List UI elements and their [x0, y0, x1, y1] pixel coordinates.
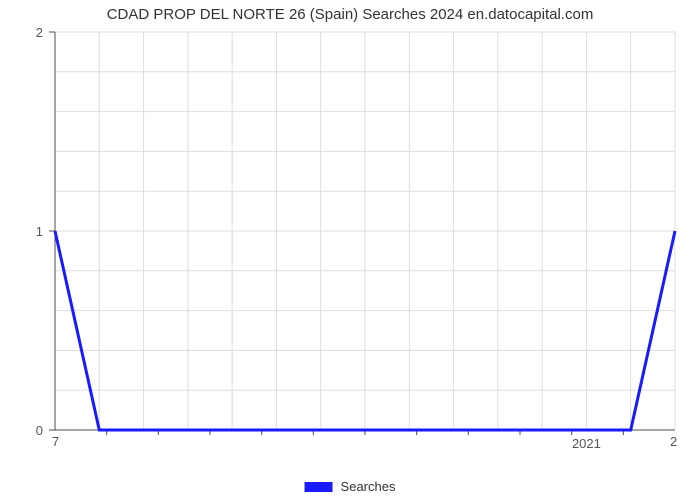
- x-label-2021: 2021: [566, 436, 606, 451]
- legend: Searches: [305, 479, 396, 494]
- y-tick-label-1: 1: [0, 224, 43, 239]
- y-tick-label-2: 2: [0, 25, 43, 40]
- legend-label: Searches: [341, 479, 396, 494]
- plot-svg: [55, 32, 675, 430]
- legend-swatch: [305, 482, 333, 492]
- chart-container: CDAD PROP DEL NORTE 26 (Spain) Searches …: [0, 0, 700, 500]
- chart-title: CDAD PROP DEL NORTE 26 (Spain) Searches …: [0, 6, 700, 23]
- y-tick-label-0: 0: [0, 423, 43, 438]
- x-left-label: 7: [52, 434, 59, 449]
- x-right-label: 2: [670, 434, 677, 449]
- plot-area: [55, 32, 675, 430]
